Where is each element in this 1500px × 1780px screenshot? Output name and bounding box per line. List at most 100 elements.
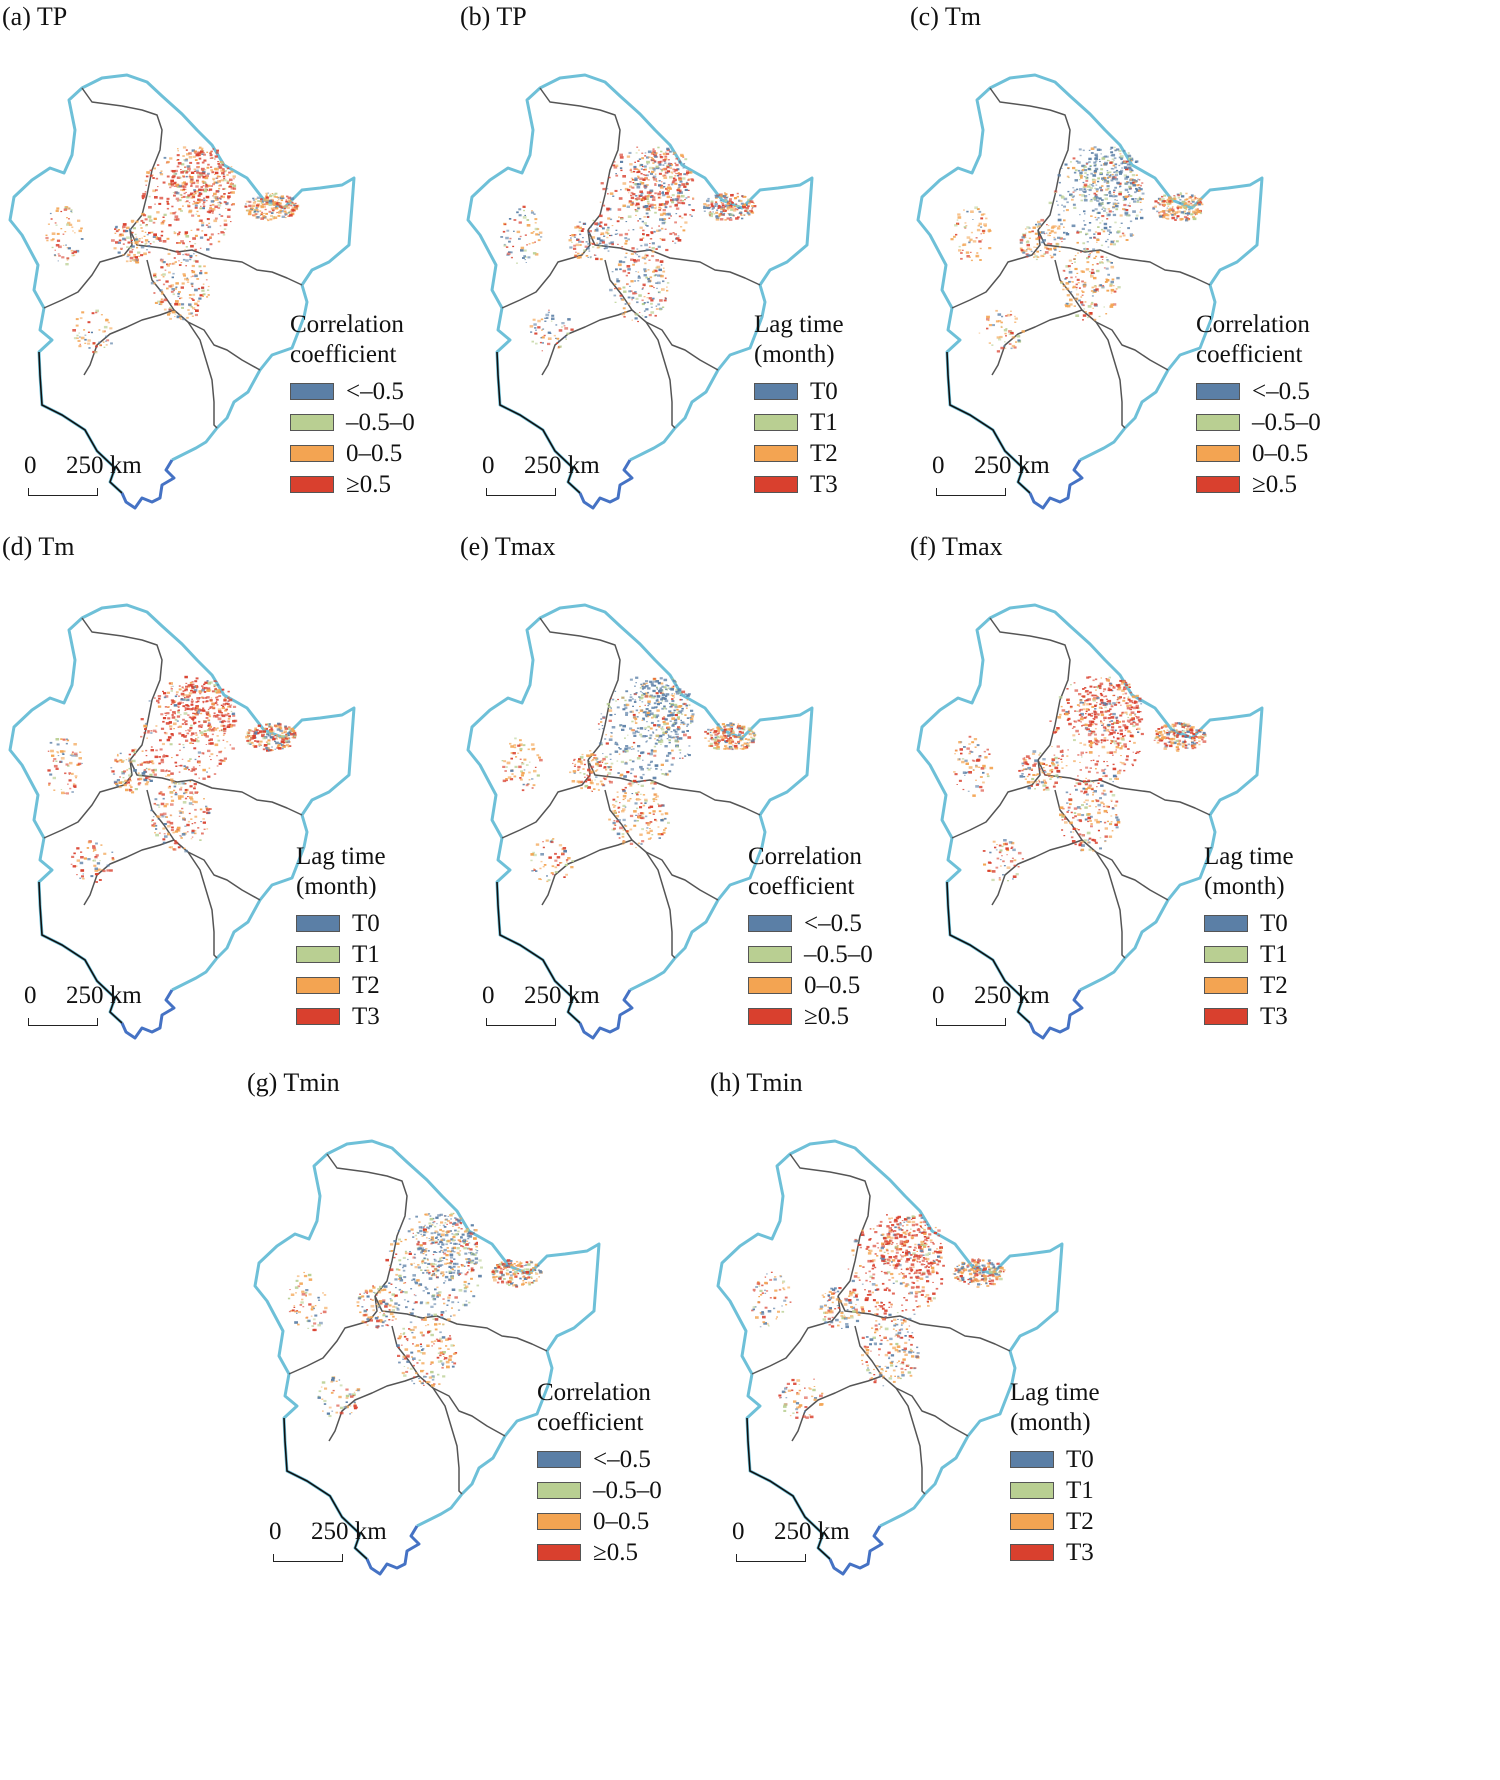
raster-pixel [84, 334, 87, 336]
raster-pixel [197, 214, 201, 217]
raster-pixel [114, 228, 117, 230]
raster-pixel [210, 157, 214, 159]
raster-pixel [628, 200, 632, 203]
raster-pixel [247, 212, 252, 216]
raster-pixel [178, 688, 182, 691]
raster-pixel [141, 241, 144, 243]
raster-pixel [505, 246, 509, 248]
raster-pixel [223, 178, 226, 180]
raster-pixel [1183, 201, 1187, 204]
raster-pixel [254, 208, 259, 212]
raster-pixel [1136, 201, 1139, 203]
raster-pixel [270, 207, 274, 210]
raster-pixel [631, 748, 633, 750]
raster-pixel [1057, 213, 1061, 216]
raster-pixel [268, 749, 271, 752]
raster-pixel [1139, 211, 1141, 213]
raster-pixel [286, 206, 290, 209]
raster-pixel [218, 213, 221, 216]
raster-pixel [226, 725, 231, 728]
raster-pixel [72, 865, 77, 868]
raster-pixel [1091, 268, 1094, 271]
raster-pixel [745, 209, 748, 211]
raster-pixel [608, 176, 611, 179]
raster-pixel [1092, 183, 1094, 185]
raster-pixel [177, 150, 179, 152]
raster-pixel [1058, 250, 1061, 252]
raster-pixel [574, 226, 578, 229]
raster-pixel [215, 181, 219, 184]
raster-pixel [157, 818, 160, 820]
raster-pixel [209, 152, 212, 154]
raster-pixel [1083, 198, 1088, 202]
raster-pixel [630, 196, 635, 200]
raster-pixel [223, 699, 227, 702]
raster-pixel [177, 148, 179, 150]
raster-pixel [527, 256, 531, 259]
raster-pixel [222, 734, 225, 736]
raster-pixel [1081, 169, 1085, 171]
raster-pixel [75, 777, 77, 779]
raster-pixel [180, 169, 182, 171]
raster-pixel [152, 771, 155, 774]
raster-pixel [675, 736, 679, 739]
raster-pixel [278, 726, 282, 729]
raster-pixel [665, 684, 668, 687]
raster-pixel [669, 712, 673, 714]
raster-pixel [1162, 214, 1165, 217]
raster-pixel [1087, 305, 1092, 308]
raster-pixel [76, 337, 79, 339]
raster-pixel [639, 765, 643, 769]
raster-pixel [215, 701, 218, 702]
raster-pixel [616, 233, 619, 235]
legend-label: T2 [352, 971, 380, 999]
raster-pixel [1185, 209, 1188, 211]
raster-pixel [727, 202, 730, 204]
raster-pixel [1080, 303, 1084, 306]
raster-pixel [163, 731, 167, 734]
raster-pixel [1004, 347, 1007, 349]
raster-pixel [1141, 192, 1145, 195]
raster-pixel [261, 213, 263, 215]
raster-pixel [654, 183, 657, 185]
raster-pixel [1125, 167, 1129, 171]
raster-pixel [211, 733, 214, 736]
raster-pixel [504, 223, 507, 226]
raster-pixel [1054, 248, 1057, 251]
raster-pixel [138, 782, 142, 785]
raster-pixel [652, 696, 656, 699]
raster-pixel [668, 217, 671, 219]
raster-pixel [654, 314, 657, 317]
raster-pixel [203, 153, 206, 156]
raster-pixel [1083, 176, 1086, 178]
raster-pixel [184, 159, 188, 162]
raster-pixel [1059, 194, 1062, 197]
raster-pixel [248, 201, 251, 203]
raster-pixel [662, 731, 666, 734]
raster-pixel [1166, 202, 1171, 206]
raster-pixel [70, 249, 74, 252]
raster-pixel [670, 198, 674, 202]
raster-pixel [625, 252, 628, 254]
raster-pixel [642, 735, 646, 738]
raster-pixel [190, 185, 193, 187]
raster-pixel [531, 210, 533, 212]
raster-pixel [53, 254, 56, 256]
raster-pixel [232, 203, 235, 205]
raster-pixel [49, 212, 52, 215]
raster-pixel [196, 201, 200, 204]
raster-pixel [626, 703, 630, 707]
raster-pixel [218, 750, 222, 754]
legend-swatch [754, 445, 798, 462]
raster-pixel [610, 732, 612, 734]
raster-pixel [624, 707, 628, 710]
raster-pixel [229, 744, 232, 746]
raster-pixel [176, 234, 179, 237]
raster-pixel [173, 848, 177, 851]
raster-pixel [741, 747, 745, 750]
raster-pixel [1187, 201, 1190, 203]
raster-pixel [621, 728, 625, 731]
raster-pixel [145, 755, 148, 757]
raster-pixel [630, 177, 633, 179]
raster-pixel [1060, 223, 1063, 226]
